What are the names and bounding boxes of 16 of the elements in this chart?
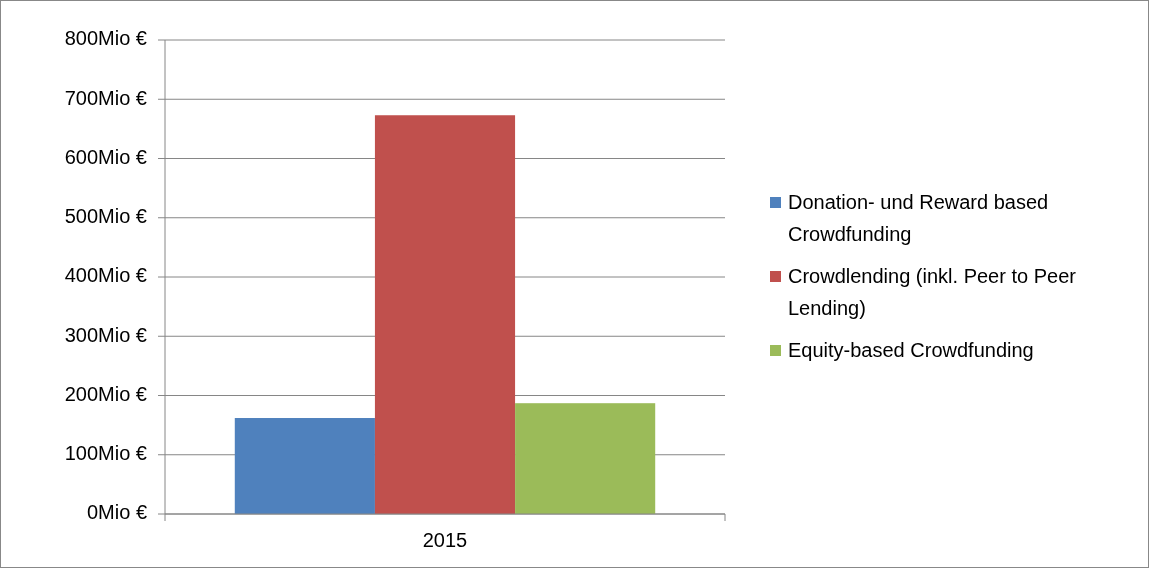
legend-label: Donation- und Reward based Crowdfunding — [788, 191, 1049, 246]
legend-label: Equity-based Crowdfunding — [788, 339, 1034, 362]
y-tick-label: 200Mio € — [64, 382, 147, 405]
y-tick-label: 500Mio € — [64, 205, 147, 228]
y-tick-label: 100Mio € — [64, 442, 147, 465]
y-tick-label: 800Mio € — [64, 27, 147, 50]
y-tick-label: 300Mio € — [64, 323, 147, 346]
y-tick-label: 600Mio € — [64, 145, 147, 168]
y-tick-label: 400Mio € — [64, 264, 147, 287]
bar — [374, 115, 516, 514]
x-tick-label: 2015 — [422, 529, 468, 551]
bar — [234, 418, 375, 514]
y-tick-label: 0Mio € — [86, 501, 147, 524]
bar — [515, 403, 656, 514]
y-tick-label: 700Mio € — [64, 86, 147, 109]
legend-label: Crowdlending (inkl. Peer to Peer Lending) — [788, 265, 1077, 320]
